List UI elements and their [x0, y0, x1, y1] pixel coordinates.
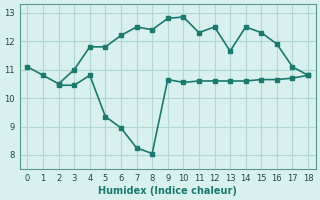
X-axis label: Humidex (Indice chaleur): Humidex (Indice chaleur) — [98, 186, 237, 196]
